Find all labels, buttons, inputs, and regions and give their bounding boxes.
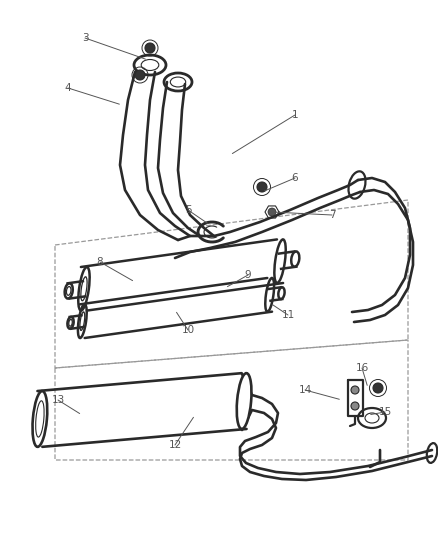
Text: 5: 5 — [185, 205, 191, 215]
Ellipse shape — [237, 373, 251, 429]
Text: 14: 14 — [298, 385, 311, 395]
Circle shape — [351, 402, 359, 410]
Text: 11: 11 — [281, 310, 295, 320]
Circle shape — [135, 70, 145, 80]
Ellipse shape — [32, 391, 47, 447]
Circle shape — [373, 383, 383, 393]
Circle shape — [145, 43, 155, 53]
Text: 13: 13 — [51, 395, 65, 405]
Circle shape — [351, 386, 359, 394]
Text: 12: 12 — [168, 440, 182, 450]
Circle shape — [268, 208, 276, 216]
Text: 3: 3 — [82, 33, 88, 43]
Text: 8: 8 — [97, 257, 103, 267]
Text: 15: 15 — [378, 407, 392, 417]
Circle shape — [257, 182, 267, 192]
Text: 9: 9 — [245, 270, 251, 280]
Text: 7: 7 — [328, 210, 336, 220]
Text: 4: 4 — [65, 83, 71, 93]
Text: 16: 16 — [355, 363, 369, 373]
Text: 1: 1 — [292, 110, 298, 120]
Text: 10: 10 — [181, 325, 194, 335]
Text: 6: 6 — [292, 173, 298, 183]
